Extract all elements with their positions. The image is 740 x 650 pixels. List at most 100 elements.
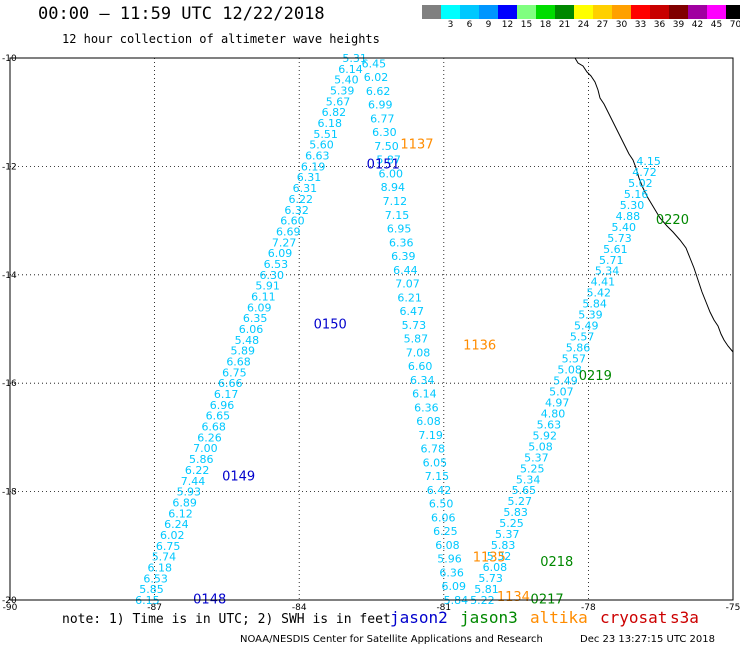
legend-swatch <box>555 5 574 19</box>
satellite-label: jason3 <box>460 608 518 627</box>
wave-height-value: 6.02 <box>160 529 185 542</box>
legend-label: 27 <box>596 20 609 30</box>
legend-item: 6 <box>460 5 479 31</box>
legend-label: 39 <box>672 20 685 30</box>
legend-swatch <box>574 5 593 19</box>
wave-height-value: 6.99 <box>368 99 393 112</box>
wave-height-value: 7.15 <box>385 209 410 222</box>
lon-tick-label: -81 <box>436 603 451 613</box>
coastline <box>574 57 734 353</box>
wave-height-value: 5.92 <box>532 429 557 442</box>
map-title: 00:00 – 11:59 UTC 12/22/2018 <box>38 4 325 24</box>
map-frame <box>9 57 734 601</box>
wave-height-value: 5.39 <box>330 85 355 98</box>
wave-height-value: 5.30 <box>620 199 645 212</box>
wave-height-value: 6.65 <box>206 410 231 423</box>
wave-height-value: 5.74 <box>152 551 177 564</box>
altimeter-tracks: 6.155.856.536.185.746.756.026.246.126.89… <box>135 52 661 607</box>
wave-height-value: 7.50 <box>374 140 399 153</box>
lat-tick-label: -20 <box>2 596 17 606</box>
wave-height-value: 6.14 <box>412 388 437 401</box>
wave-height-value: 6.42 <box>427 484 452 497</box>
wave-height-value: 5.61 <box>603 243 628 256</box>
wave-height-value: 6.24 <box>164 518 189 531</box>
wave-height-value: 6.08 <box>483 561 508 574</box>
pass-id-label: 0151 <box>367 158 400 173</box>
wave-height-value: 5.57 <box>570 331 595 344</box>
wave-height-value: 4.41 <box>591 276 616 289</box>
pass-id-label: 0220 <box>656 213 689 228</box>
legend-label: 24 <box>577 20 590 30</box>
lon-tick-label: -90 <box>3 603 18 613</box>
wave-height-value: 6.77 <box>370 112 395 125</box>
satellite-label: jason2 <box>390 608 448 627</box>
wave-height-value: 5.48 <box>235 334 260 347</box>
wave-height-value: 6.45 <box>362 57 387 70</box>
wave-height-value: 6.06 <box>431 511 456 524</box>
lat-tick-label: -16 <box>2 379 17 389</box>
wave-height-value: 6.30 <box>259 269 284 282</box>
legend-label: 3 <box>447 20 454 30</box>
wave-height-value: 5.39 <box>578 309 603 322</box>
wave-height-value: 6.09 <box>268 247 293 260</box>
generation-timestamp: Dec 23 13:27:15 UTC 2018 <box>580 634 715 645</box>
wave-height-value: 7.44 <box>181 475 206 488</box>
wave-height-value: 6.63 <box>305 150 330 163</box>
wave-height-value: 6.26 <box>197 431 222 444</box>
wave-height-value: 6.66 <box>218 377 243 390</box>
wave-height-value: 6.30 <box>372 126 397 139</box>
wave-height-value: 6.89 <box>172 496 197 509</box>
wave-height-value: 6.22 <box>288 193 313 206</box>
wave-height-value: 5.81 <box>474 583 499 596</box>
wave-height-value: 6.09 <box>247 301 272 314</box>
legend-swatch <box>498 5 517 19</box>
wave-height-value: 6.19 <box>301 160 326 173</box>
legend-label: 6 <box>466 20 473 30</box>
wave-height-value: 5.65 <box>512 484 537 497</box>
wave-height-value: 6.18 <box>148 561 173 574</box>
wave-height-value: 6.60 <box>280 215 305 228</box>
legend-item: 18 <box>536 5 555 31</box>
legend-item: 27 <box>593 5 612 31</box>
wave-height-value: 4.72 <box>632 166 657 179</box>
wave-height-value: 5.96 <box>437 553 462 566</box>
wave-height-value: 7.27 <box>272 236 297 249</box>
satellite-label: s3a <box>670 608 699 627</box>
legend-item: 12 <box>498 5 517 31</box>
wave-height-value: 6.09 <box>441 580 466 593</box>
wave-height-value: 6.17 <box>214 388 239 401</box>
legend-swatch <box>650 5 669 19</box>
wave-height-value: 5.51 <box>313 128 338 141</box>
wave-height-value: 6.22 <box>185 464 210 477</box>
legend-label: 30 <box>615 20 628 30</box>
pass-id-label: 1137 <box>400 138 433 153</box>
wave-height-value: 6.12 <box>168 507 193 520</box>
legend-swatch <box>422 5 441 19</box>
wave-height-value: 5.85 <box>139 583 164 596</box>
wave-height-value: 7.07 <box>395 278 420 291</box>
lat-tick-label: -10 <box>2 54 17 64</box>
legend-label: 21 <box>558 20 571 30</box>
legend-swatch <box>441 5 460 19</box>
wave-height-value: 5.91 <box>255 280 280 293</box>
wave-height-value: 5.86 <box>566 342 591 355</box>
legend-item: 36 <box>650 5 669 31</box>
wave-height-value: 7.08 <box>406 346 431 359</box>
wave-height-value: 6.44 <box>393 264 418 277</box>
legend-label: 12 <box>501 20 514 30</box>
wave-height-value: 5.86 <box>189 453 214 466</box>
legend-item: 42 <box>688 5 707 31</box>
legend-label: 45 <box>710 20 723 30</box>
wave-height-value: 6.06 <box>239 323 264 336</box>
legend-label: 36 <box>653 20 666 30</box>
wave-height-value: 6.53 <box>264 258 289 271</box>
wave-height-value: 5.37 <box>495 528 520 541</box>
legend-item: 21 <box>555 5 574 31</box>
wave-height-value: 6.82 <box>322 106 347 119</box>
wave-height-value: 6.05 <box>423 456 448 469</box>
satellite-label: cryosat <box>600 608 668 627</box>
wave-height-value: 6.00 <box>378 167 403 180</box>
wave-height-value: 5.32 <box>487 550 512 563</box>
coastline-path <box>574 57 734 353</box>
